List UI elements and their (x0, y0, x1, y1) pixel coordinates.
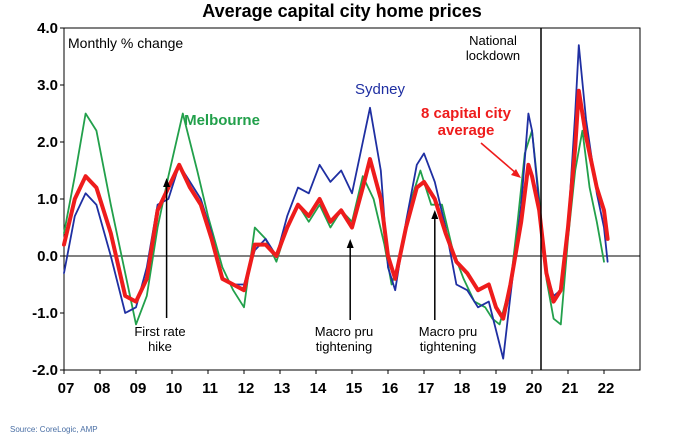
x-tick-label: 13 (274, 380, 291, 397)
annotation-text-lockdown: National lockdown (466, 33, 520, 63)
chart-title: Average capital city home prices (202, 1, 481, 21)
y-tick-label: 3.0 (37, 77, 58, 94)
annotation-arrowhead-rate-hike (163, 178, 171, 187)
axes: 4.0 3.0 2.0 1.0 0.0 -1.0 -2.007 08 09 10 11 12 13 14 1… (32, 20, 641, 397)
y-tick-label: 2.0 (37, 134, 58, 151)
x-tick-label: 16 (382, 380, 399, 397)
series-label-melbourne: Melbourne (184, 112, 260, 129)
x-tick-label: 20 (526, 380, 543, 397)
x-tick-label: 07 (58, 380, 75, 397)
y-tick-label: 0.0 (37, 248, 58, 265)
series-line-sydney (63, 44, 609, 360)
series-label-sydney: Sydney (355, 81, 406, 98)
source-note: Source: CoreLogic, AMP (10, 425, 98, 434)
x-tick-label: 15 (346, 380, 363, 397)
annotation-arrowhead-macro-pru-1 (346, 239, 354, 248)
x-tick-label: 12 (238, 380, 255, 397)
series-label-8-capital-city-average: 8 capital city average (421, 105, 512, 139)
x-tick-label: 11 (202, 380, 218, 397)
annotation-text-rate-hike: First rate hike (134, 324, 185, 354)
average-arrowhead (511, 169, 521, 178)
series-lines (62, 44, 610, 360)
x-tick-label: 18 (454, 380, 471, 397)
series-line-8-capital-city-average (62, 88, 610, 321)
x-tick-label: 08 (94, 380, 111, 397)
annotations: Melbourne Sydney 8 capital city average Firs… (134, 28, 542, 370)
x-tick-label: 17 (418, 380, 435, 397)
x-tick-label: 22 (598, 380, 615, 397)
y-tick-label: -2.0 (32, 362, 58, 379)
y-tick-label: 1.0 (37, 191, 58, 208)
annotation-text-macro-pru-2: Macro pru tightening (419, 324, 478, 354)
y-tick-label: 4.0 (37, 20, 58, 37)
annotation-text-macro-pru-1: Macro pru tightening (315, 324, 374, 354)
y-tick-label: -1.0 (32, 305, 58, 322)
average-arrow (480, 142, 518, 175)
x-tick-label: 10 (166, 380, 183, 397)
annotation-arrowhead-macro-pru-2 (431, 210, 439, 219)
y-unit-label: Monthly % change (68, 35, 183, 51)
x-tick-label: 21 (562, 380, 579, 397)
x-tick-label: 09 (130, 380, 147, 397)
x-tick-label: 14 (310, 380, 327, 397)
x-tick-label: 19 (490, 380, 507, 397)
